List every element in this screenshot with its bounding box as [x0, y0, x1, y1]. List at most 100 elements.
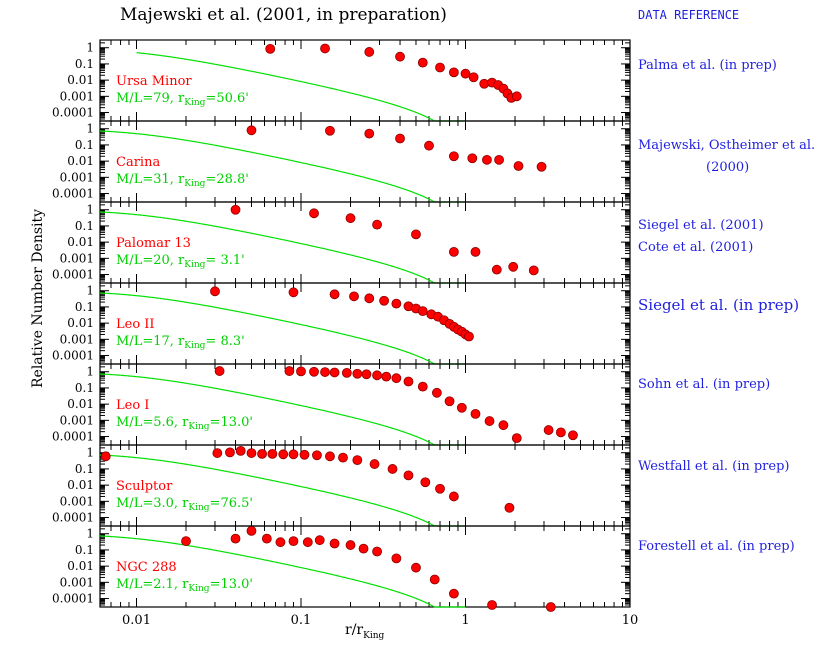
data-point — [100, 451, 111, 462]
panel-ursa-minor: 1 0.1 0.01 0.001 0.0001 Ursa Minor M/L=79, rKi… — [52, 39, 631, 122]
x-axis-label-main: r/r — [345, 622, 364, 638]
panel-name: Carina — [116, 155, 160, 170]
panel-params: M/L=79, rKing=50.6' — [116, 91, 249, 108]
data-point — [491, 264, 502, 275]
data-point — [267, 448, 278, 459]
data-point — [464, 331, 474, 342]
y-tick-label: 0.0001 — [52, 511, 94, 525]
data-point — [329, 367, 340, 378]
data-point — [387, 464, 398, 474]
y-tick-label: 0.01 — [67, 235, 94, 249]
y-tick-label: 0.1 — [75, 381, 94, 395]
panel-leo-i: 1 0.1 0.01 0.001 0.0001 Leo I M/L=5.6, rKing=1… — [52, 363, 631, 446]
data-point — [246, 125, 257, 136]
y-tick-label: 1 — [86, 41, 94, 55]
data-point — [309, 208, 319, 219]
panel-params: M/L=5.6, rKing=13.0' — [116, 415, 253, 432]
data-point — [431, 387, 442, 398]
data-point — [484, 416, 495, 426]
y-tick-label: 1 — [86, 527, 94, 541]
panel-sculptor: 1 0.1 0.01 0.001 0.0001 Sculptor M/L=3.0, rKin… — [52, 444, 631, 527]
data-point — [456, 402, 467, 413]
data-point — [498, 420, 509, 431]
panel-leo-ii: 1 0.1 0.01 0.001 0.0001 Leo II M/L=17, rKing= … — [52, 282, 631, 365]
panel-params: M/L=17, rKing= 8.3' — [116, 334, 245, 351]
data-point — [395, 51, 405, 62]
y-tick-label: 0.01 — [67, 397, 94, 411]
y-tick-label: 0.01 — [67, 478, 94, 492]
x-tick-label: 0.01 — [122, 613, 151, 628]
data-point — [391, 373, 402, 384]
data-point — [284, 366, 295, 376]
reference-leo-i: Sohn et al. (in prep) — [638, 377, 771, 392]
panel-carina: 1 0.1 0.01 0.001 0.0001 Carina M/L=31, rKing=2… — [52, 120, 631, 203]
x-tick-label: 0.1 — [291, 613, 312, 628]
data-point — [424, 140, 434, 151]
data-point — [568, 430, 578, 441]
y-tick-label: 0.0001 — [52, 106, 94, 120]
data-point — [361, 369, 372, 380]
x-axis-label: r/rKing — [345, 622, 384, 641]
data-point — [364, 47, 375, 57]
data-point — [470, 246, 481, 257]
data-point — [511, 433, 522, 443]
panel-name: NGC 288 — [116, 560, 177, 575]
data-point — [230, 204, 241, 215]
panel-name: Leo II — [116, 317, 155, 332]
data-point — [381, 371, 392, 382]
data-point — [528, 265, 539, 276]
data-point — [543, 425, 554, 435]
panel-ngc-288: 1 0.1 0.01 0.001 0.0001 NGC 288 M/L=2.1, rKing… — [52, 525, 631, 612]
y-tick-label: 0.0001 — [52, 592, 94, 606]
king-model-curve — [99, 454, 466, 527]
x-tick-label: 1 — [461, 613, 469, 628]
data-point — [372, 546, 382, 557]
y-tick-label: 0.1 — [75, 57, 94, 71]
x-axis-label-sub: King — [363, 630, 385, 641]
data-point — [429, 574, 440, 585]
data-point — [467, 153, 478, 164]
reference-carina-line1: Majewski, Ostheimer et al. — [638, 138, 816, 153]
y-tick-label: 0.0001 — [52, 268, 94, 282]
data-point — [494, 154, 504, 165]
data-point — [345, 213, 356, 224]
data-point — [261, 533, 272, 544]
data-point — [448, 151, 459, 162]
data-point — [314, 535, 325, 546]
y-tick-label: 0.01 — [67, 73, 94, 87]
chart-title: Majewski et al. (2001, in preparation) — [120, 5, 447, 25]
king-model-curve — [99, 292, 466, 365]
panel-params: M/L=31, rKing=28.8' — [116, 172, 249, 189]
data-point — [417, 381, 428, 392]
data-point — [369, 459, 380, 469]
data-point — [448, 588, 459, 599]
y-tick-label: 0.1 — [75, 300, 94, 314]
data-point — [403, 470, 414, 481]
y-tick-label: 0.1 — [75, 462, 94, 476]
data-point — [395, 133, 405, 144]
reference-palomar-13-b: Cote et al. (2001) — [638, 240, 754, 255]
data-point — [411, 562, 421, 573]
data-point — [435, 483, 445, 494]
data-point — [417, 57, 428, 68]
y-tick-label: 0.0001 — [52, 187, 94, 201]
data-point — [341, 367, 352, 378]
panel-name: Palomar 13 — [116, 236, 191, 251]
y-tick-label: 0.0001 — [52, 430, 94, 444]
data-point — [470, 408, 481, 419]
data-point — [265, 43, 276, 54]
reference-ursa-minor: Palma et al. (in prep) — [638, 58, 777, 73]
panel-frame — [99, 282, 631, 365]
king-model-curve — [99, 130, 466, 203]
y-tick-label: 0.001 — [60, 575, 94, 589]
data-point — [312, 450, 322, 461]
data-point — [468, 72, 479, 83]
data-point — [352, 368, 363, 379]
reference-ngc-288: Forestell et al. (in prep) — [638, 539, 795, 554]
data-point — [325, 125, 335, 136]
data-point — [403, 376, 414, 387]
panel-palomar-13: 1 0.1 0.01 0.001 0.0001 Palomar 13 M/L=20, rKi… — [52, 201, 631, 284]
data-point — [508, 261, 519, 272]
y-tick-label: 0.001 — [60, 89, 94, 103]
y-tick-label: 0.001 — [60, 332, 94, 346]
